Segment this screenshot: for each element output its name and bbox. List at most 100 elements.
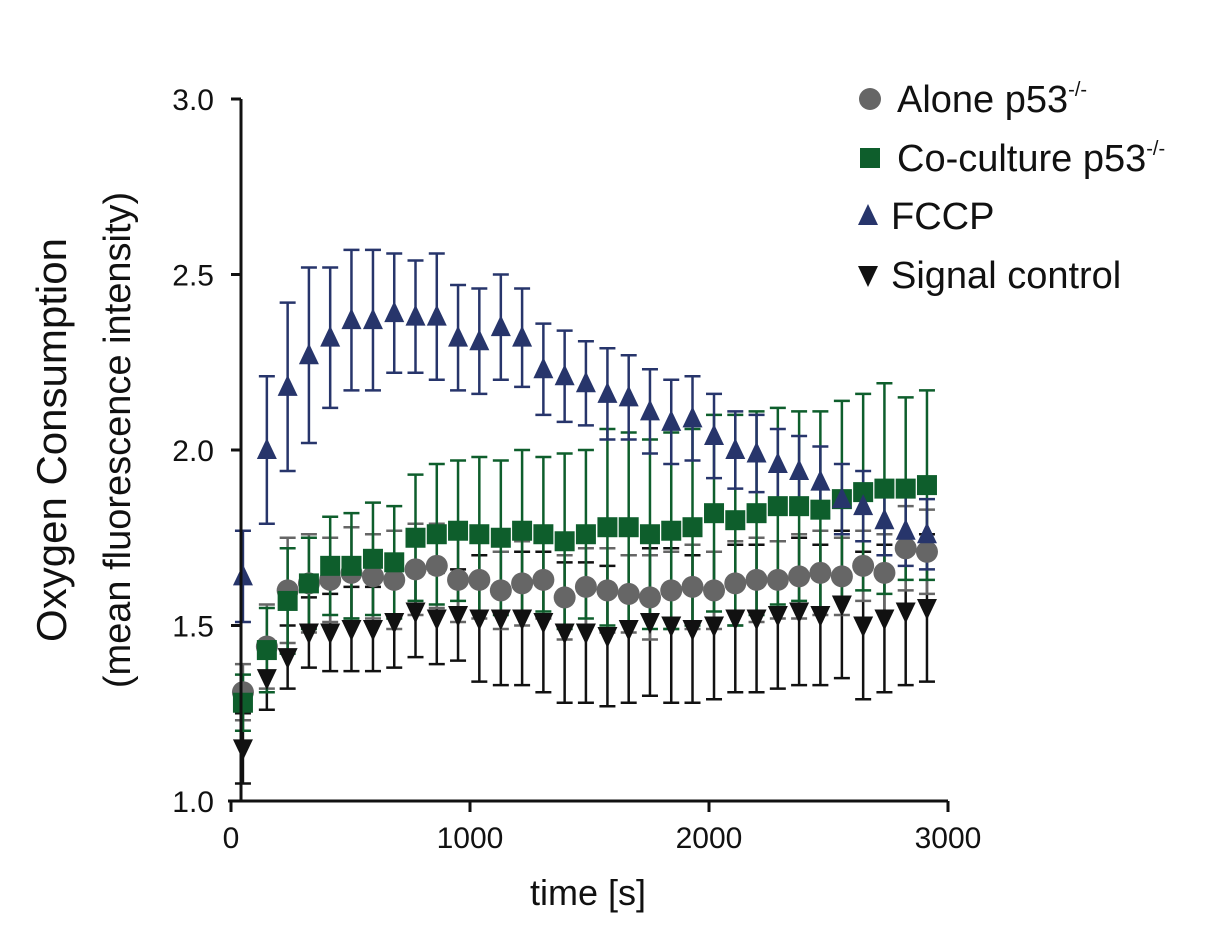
co-culture-p53-point (256, 640, 277, 661)
co-culture-p53-point (725, 510, 746, 531)
fccp-point (746, 441, 767, 463)
co-culture-p53-point (810, 499, 831, 520)
alone-p53-point (788, 565, 811, 588)
co-culture-p53-point (533, 524, 554, 545)
y-tick-label: 1.5 (172, 611, 214, 644)
signal-control-point (661, 616, 682, 638)
fccp-point (320, 325, 341, 347)
signal-control-point (384, 612, 405, 634)
co-culture-p53-point (789, 496, 810, 517)
signal-control-point (639, 612, 660, 634)
signal-control-point (298, 623, 319, 645)
x-tick-label: 3000 (915, 822, 982, 855)
alone-p53-point (873, 561, 896, 584)
fccp-point (831, 487, 852, 509)
signal-control-point (426, 609, 447, 631)
alone-p53-point (447, 568, 470, 591)
co-culture-p53-point (661, 520, 682, 541)
alone-p53-point (724, 572, 747, 595)
signal-control-point (256, 669, 277, 691)
alone-p53-point (703, 579, 726, 602)
legend-fccp-label: FCCP (891, 196, 994, 238)
y-tick-label: 2.5 (172, 260, 214, 293)
alone-p53-point (574, 575, 597, 598)
fccp-point (341, 308, 362, 330)
fccp-point (725, 438, 746, 459)
fccp-point (767, 452, 788, 474)
co-culture-p53-point (469, 524, 490, 545)
signal-control-point (810, 605, 831, 627)
co-culture-p53-point (767, 496, 788, 517)
co-culture-p53-point (512, 520, 533, 541)
alone-p53-point (425, 554, 448, 577)
co-culture-p53-point (405, 527, 426, 548)
fccp-point (895, 518, 916, 540)
legend-alone-p53-label: Alone p53-/- (897, 79, 1087, 121)
legend-co-culture-p53-name: Co-culture p53 (897, 138, 1146, 180)
alone-p53-point (681, 575, 704, 598)
fccp-point (874, 508, 895, 530)
legend-co-culture-p53-superscript: -/- (1146, 138, 1165, 160)
co-culture-p53-point (490, 527, 511, 548)
alone-p53-point (596, 579, 619, 602)
alone-p53-point (553, 586, 576, 609)
fccp-point (232, 564, 253, 586)
legend-co-culture-p53-marker (860, 148, 880, 168)
co-culture-p53-point (320, 555, 341, 576)
y-tick-label: 2.0 (172, 435, 214, 468)
co-culture-p53-point (853, 482, 874, 503)
fccp-point (916, 522, 937, 544)
co-culture-p53-point (575, 524, 596, 545)
axes: 1.0 1.5 2.0 2.5 3.0 0 1000 2000 3000 (172, 84, 981, 855)
fccp-point (533, 357, 554, 379)
y-tick-label: 3.0 (172, 84, 214, 117)
alone-p53-point (852, 554, 875, 577)
co-culture-p53-point (895, 478, 916, 499)
co-culture-p53-point (639, 524, 660, 545)
signal-control-point (789, 602, 810, 624)
fccp-point (362, 308, 383, 330)
fccp-point (682, 406, 703, 428)
signal-control-point (533, 612, 554, 634)
signal-control-point (554, 623, 575, 645)
legend-alone-p53-superscript: -/- (1068, 79, 1087, 101)
fccp-point (853, 494, 874, 516)
signal-control-point (725, 609, 746, 631)
alone-p53-point (745, 568, 768, 591)
fccp-point (661, 409, 682, 431)
data-markers-layer (231, 301, 938, 761)
co-culture-p53-point (384, 552, 405, 573)
fccp-point (298, 343, 319, 365)
legend-alone-p53-name: Alone p53 (897, 79, 1068, 121)
co-culture-p53-point (746, 503, 767, 524)
co-culture-p53-point (277, 590, 298, 611)
x-axis-title: time [s] (530, 872, 646, 913)
alone-p53-point (809, 561, 832, 584)
co-culture-p53-point (874, 478, 895, 499)
signal-control-point (874, 609, 895, 631)
fccp-point (789, 459, 810, 481)
legend-fccp-marker (858, 204, 878, 225)
y-tick-label: 1.0 (172, 786, 214, 819)
legend: Alone p53-/-Co-culture p53-/-FCCPSignal … (858, 79, 1165, 297)
legend-signal-control-label: Signal control (891, 255, 1121, 297)
co-culture-p53-point (597, 517, 618, 538)
signal-control-point (232, 739, 253, 761)
fccp-point (810, 469, 831, 491)
y-axis-title-line-2: (mean fluorescence intensity) (97, 192, 139, 688)
signal-control-point (362, 620, 383, 642)
legend-fccp-name: FCCP (891, 196, 994, 238)
signal-control-point (682, 620, 703, 642)
signal-control-point (448, 605, 469, 627)
fccp-point (639, 399, 660, 421)
signal-control-point (895, 602, 916, 624)
alone-p53-point (894, 537, 917, 560)
fccp-point (256, 438, 277, 459)
x-tick-label: 0 (223, 822, 240, 855)
alone-p53-point (532, 568, 555, 591)
alone-p53-point (361, 565, 384, 588)
y-ticks: 1.0 1.5 2.0 2.5 3.0 (172, 84, 241, 819)
x-tick-label: 1000 (437, 822, 504, 855)
co-culture-p53-point (618, 517, 639, 538)
fccp-point (277, 374, 298, 396)
